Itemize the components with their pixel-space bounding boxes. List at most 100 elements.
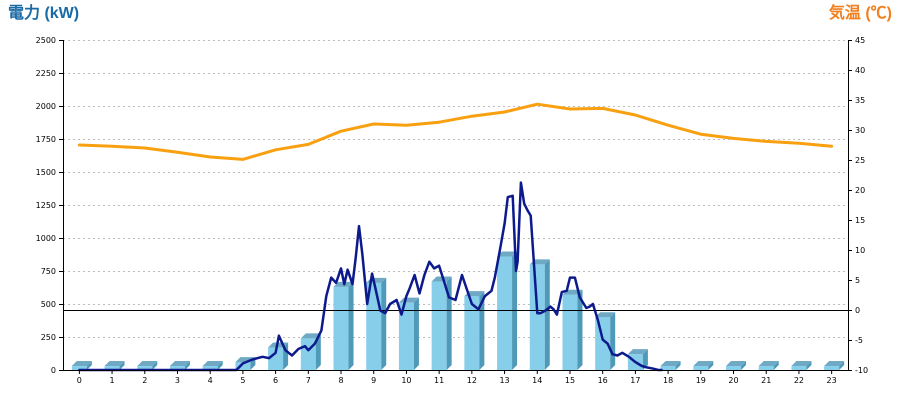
right-tick-label: 0 xyxy=(855,306,860,315)
right-tick-label: 10 xyxy=(855,246,865,255)
bar-top xyxy=(726,361,747,367)
x-tick-label: 14 xyxy=(532,376,542,385)
bar xyxy=(726,361,747,370)
bar-front xyxy=(726,366,742,370)
bar-side xyxy=(348,281,354,370)
bar-front xyxy=(366,282,382,370)
right-tick-label: 20 xyxy=(855,186,865,195)
right-tick-label: -10 xyxy=(855,366,868,375)
left-tick-label: 500 xyxy=(41,300,56,309)
bar xyxy=(758,361,779,370)
bar-top xyxy=(660,361,681,367)
left-tick-label: 1500 xyxy=(36,168,56,177)
bar xyxy=(529,259,550,370)
right-tick-label: 35 xyxy=(855,96,865,105)
bar-front xyxy=(71,366,87,370)
bar xyxy=(595,312,616,370)
x-tick-label: 11 xyxy=(434,376,444,385)
temperature-line xyxy=(77,102,834,161)
bar-side xyxy=(741,361,747,370)
bar xyxy=(791,361,812,370)
bar-top xyxy=(595,312,616,318)
bar-side xyxy=(152,361,158,370)
x-tick-label: 15 xyxy=(565,376,575,385)
left-tick-label: 750 xyxy=(41,267,56,276)
bar-front xyxy=(235,362,251,370)
bar-side xyxy=(577,289,583,370)
right-tick-label: 40 xyxy=(855,66,865,75)
bar-top xyxy=(300,333,321,339)
bar-side xyxy=(217,361,223,370)
bar-side xyxy=(86,361,92,370)
bar-front xyxy=(791,366,807,370)
bar-top xyxy=(824,361,845,367)
bar-top xyxy=(202,361,223,367)
bar-top xyxy=(71,361,92,367)
right-tick-label: -5 xyxy=(855,336,863,345)
bar-front xyxy=(595,317,611,370)
left-tick-label: 1000 xyxy=(36,234,56,243)
x-tick-label: 12 xyxy=(467,376,477,385)
bar-top xyxy=(169,361,190,367)
left-axis-title: 電力 (kW) xyxy=(8,5,80,22)
x-tick-label: 13 xyxy=(499,376,509,385)
bar xyxy=(71,361,92,370)
x-tick-label: 16 xyxy=(598,376,608,385)
bar-top xyxy=(497,251,518,257)
bar-side xyxy=(381,277,387,370)
x-tick-label: 9 xyxy=(371,376,376,385)
power-line xyxy=(78,181,663,372)
bar-top xyxy=(104,361,125,367)
x-tick-label: 2 xyxy=(142,376,147,385)
right-tick-label: 45 xyxy=(855,36,865,45)
x-tick-label: 22 xyxy=(794,376,804,385)
bar-side xyxy=(839,361,845,370)
bar-side xyxy=(610,312,616,370)
x-tick-label: 1 xyxy=(110,376,115,385)
right-tick-label: 30 xyxy=(855,126,865,135)
bar-front xyxy=(169,366,185,370)
bar xyxy=(333,281,354,370)
bar-top xyxy=(758,361,779,367)
bar-side xyxy=(446,276,452,370)
bar-side xyxy=(708,361,714,370)
x-tick-label: 18 xyxy=(663,376,673,385)
bar-front xyxy=(300,338,316,370)
bar-top xyxy=(137,361,158,367)
bar-side xyxy=(413,297,419,370)
left-tick-label: 2500 xyxy=(36,36,56,45)
bar-front xyxy=(268,347,284,370)
left-tick-label: 1750 xyxy=(36,135,56,144)
right-axis-title: 気温 (℃) xyxy=(828,5,892,22)
x-tick-label: 21 xyxy=(761,376,771,385)
bar xyxy=(431,276,452,370)
x-tick-label: 20 xyxy=(728,376,738,385)
bar xyxy=(562,289,583,370)
bar-front xyxy=(824,366,840,370)
bar-front xyxy=(562,294,578,370)
x-tick-label: 6 xyxy=(273,376,278,385)
x-tick-label: 0 xyxy=(77,376,82,385)
bar-side xyxy=(250,357,256,370)
bar-side xyxy=(806,361,812,370)
left-tick-label: 250 xyxy=(41,333,56,342)
bar xyxy=(660,361,681,370)
bar-side xyxy=(184,361,190,370)
bar-front xyxy=(431,281,447,370)
bar-front xyxy=(398,302,414,370)
x-tick-label: 4 xyxy=(208,376,213,385)
right-tick-label: 25 xyxy=(855,156,865,165)
right-tick-label: 15 xyxy=(855,216,865,225)
bar-side xyxy=(642,349,648,370)
x-tick-label: 8 xyxy=(338,376,343,385)
bar xyxy=(824,361,845,370)
bar-front xyxy=(202,366,218,370)
x-tick-label: 17 xyxy=(630,376,640,385)
bar-front xyxy=(497,256,513,370)
bar xyxy=(202,361,223,370)
bar-front xyxy=(333,286,349,370)
bar-side xyxy=(315,333,321,370)
bar-front xyxy=(529,264,545,370)
